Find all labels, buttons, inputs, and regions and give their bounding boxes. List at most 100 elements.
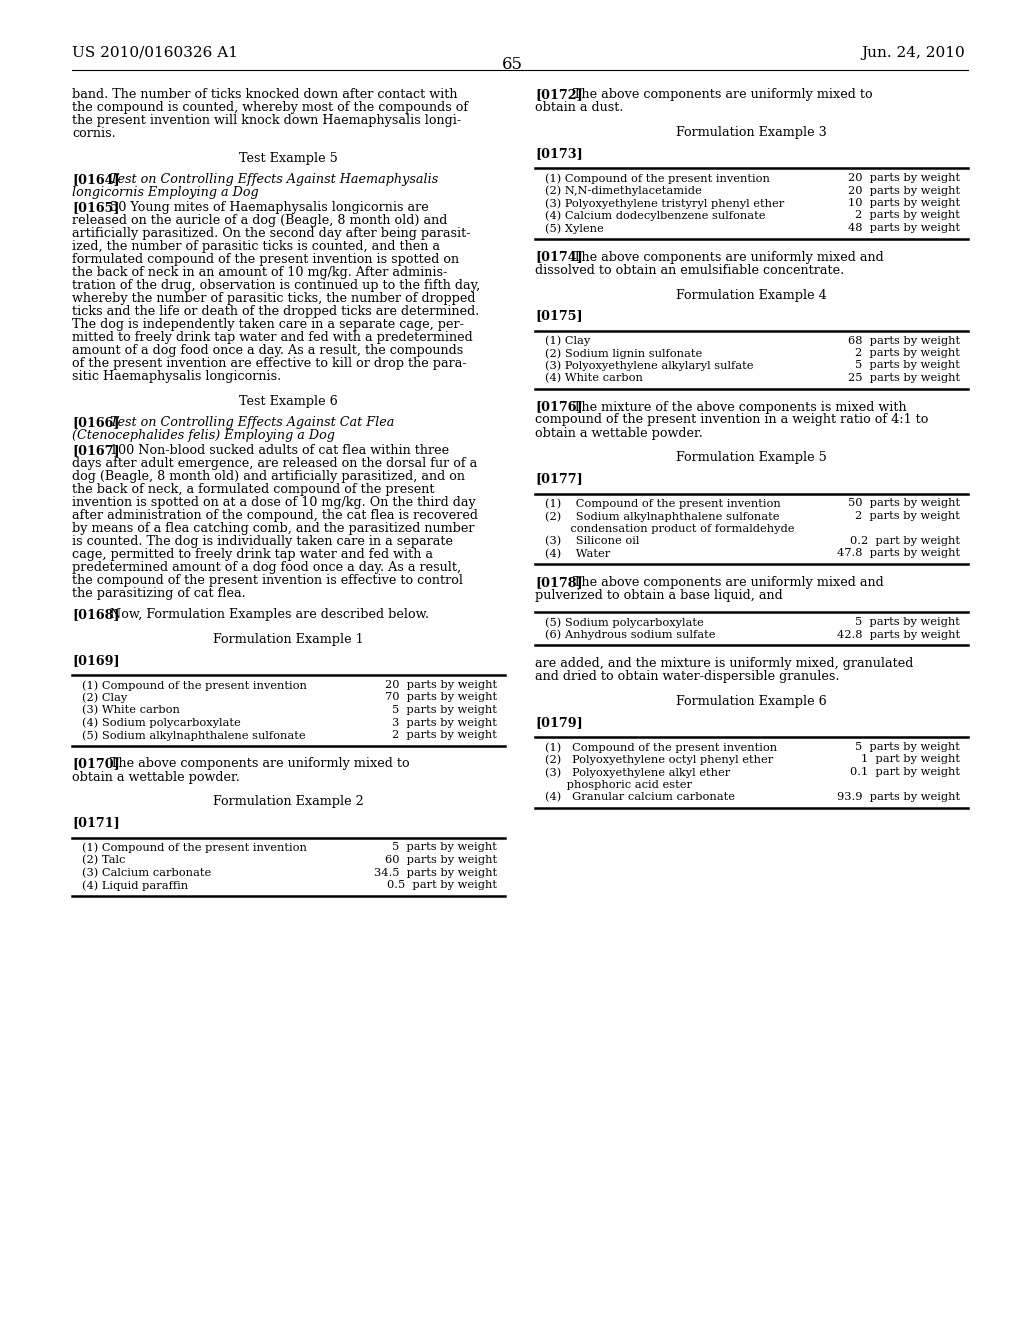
Text: 0.1  part by weight: 0.1 part by weight: [850, 767, 961, 777]
Text: (3) White carbon: (3) White carbon: [82, 705, 180, 715]
Text: Test Example 5: Test Example 5: [239, 152, 338, 165]
Text: 50  parts by weight: 50 parts by weight: [848, 499, 961, 508]
Text: 5  parts by weight: 5 parts by weight: [855, 742, 961, 752]
Text: [0175]: [0175]: [535, 309, 583, 322]
Text: dissolved to obtain an emulsifiable concentrate.: dissolved to obtain an emulsifiable conc…: [535, 264, 844, 276]
Text: [0171]: [0171]: [72, 817, 120, 829]
Text: The above components are uniformly mixed to: The above components are uniformly mixed…: [573, 88, 872, 102]
Text: compound of the present invention in a weight ratio of 4:1 to: compound of the present invention in a w…: [535, 413, 929, 426]
Text: 65: 65: [502, 55, 522, 73]
Text: The above components are uniformly mixed and: The above components are uniformly mixed…: [573, 576, 884, 589]
Text: band. The number of ticks knocked down after contact with: band. The number of ticks knocked down a…: [72, 88, 458, 102]
Text: 25  parts by weight: 25 parts by weight: [848, 374, 961, 383]
Text: (2)   Polyoxyethylene octyl phenyl ether: (2) Polyoxyethylene octyl phenyl ether: [545, 755, 773, 766]
Text: (3) Calcium carbonate: (3) Calcium carbonate: [82, 867, 211, 878]
Text: (Ctenocephalides felis) Employing a Dog: (Ctenocephalides felis) Employing a Dog: [72, 429, 335, 442]
Text: [0170]: [0170]: [72, 758, 120, 771]
Text: US 2010/0160326 A1: US 2010/0160326 A1: [72, 46, 238, 59]
Text: Formulation Example 5: Formulation Example 5: [676, 451, 827, 465]
Text: [0176]: [0176]: [535, 400, 583, 413]
Text: (1) Compound of the present invention: (1) Compound of the present invention: [82, 842, 307, 853]
Text: predetermined amount of a dog food once a day. As a result,: predetermined amount of a dog food once …: [72, 561, 461, 574]
Text: [0172]: [0172]: [535, 88, 583, 102]
Text: [0168]: [0168]: [72, 609, 120, 620]
Text: 100 Non-blood sucked adults of cat flea within three: 100 Non-blood sucked adults of cat flea …: [110, 444, 450, 457]
Text: [0178]: [0178]: [535, 576, 583, 589]
Text: (4) Calcium dodecylbenzene sulfonate: (4) Calcium dodecylbenzene sulfonate: [545, 210, 766, 220]
Text: (2) N,N-dimethylacetamide: (2) N,N-dimethylacetamide: [545, 186, 701, 197]
Text: Test Example 6: Test Example 6: [240, 395, 338, 408]
Text: (4)    Water: (4) Water: [545, 549, 610, 558]
Text: the present invention will knock down Haemaphysalis longi-: the present invention will knock down Ha…: [72, 114, 461, 127]
Text: 48  parts by weight: 48 parts by weight: [848, 223, 961, 234]
Text: phosphoric acid ester: phosphoric acid ester: [545, 780, 692, 789]
Text: tration of the drug, observation is continued up to the fifth day,: tration of the drug, observation is cont…: [72, 279, 480, 292]
Text: (2) Talc: (2) Talc: [82, 855, 125, 866]
Text: The above components are uniformly mixed to: The above components are uniformly mixed…: [110, 758, 410, 771]
Text: 2  parts by weight: 2 parts by weight: [855, 210, 961, 220]
Text: the parasitizing of cat flea.: the parasitizing of cat flea.: [72, 587, 246, 601]
Text: (2) Clay: (2) Clay: [82, 693, 127, 704]
Text: (1)    Compound of the present invention: (1) Compound of the present invention: [545, 499, 780, 510]
Text: [0173]: [0173]: [535, 147, 583, 160]
Text: (5) Sodium alkylnaphthalene sulfonate: (5) Sodium alkylnaphthalene sulfonate: [82, 730, 305, 741]
Text: amount of a dog food once a day. As a result, the compounds: amount of a dog food once a day. As a re…: [72, 345, 463, 356]
Text: ticks and the life or death of the dropped ticks are determined.: ticks and the life or death of the dropp…: [72, 305, 479, 318]
Text: 0.2  part by weight: 0.2 part by weight: [850, 536, 961, 546]
Text: (1) Clay: (1) Clay: [545, 335, 590, 346]
Text: (5) Xylene: (5) Xylene: [545, 223, 604, 234]
Text: after administration of the compound, the cat flea is recovered: after administration of the compound, th…: [72, 510, 478, 521]
Text: Formulation Example 6: Formulation Example 6: [676, 696, 826, 708]
Text: [0179]: [0179]: [535, 715, 583, 729]
Text: by means of a flea catching comb, and the parasitized number: by means of a flea catching comb, and th…: [72, 521, 474, 535]
Text: 3  parts by weight: 3 parts by weight: [392, 718, 497, 727]
Text: [0174]: [0174]: [535, 251, 583, 264]
Text: (6) Anhydrous sodium sulfate: (6) Anhydrous sodium sulfate: [545, 630, 716, 640]
Text: mitted to freely drink tap water and fed with a predetermined: mitted to freely drink tap water and fed…: [72, 331, 473, 345]
Text: [0164]: [0164]: [72, 173, 120, 186]
Text: Formulation Example 1: Formulation Example 1: [213, 634, 364, 645]
Text: (1) Compound of the present invention: (1) Compound of the present invention: [545, 173, 770, 183]
Text: Test on Controlling Effects Against Cat Flea: Test on Controlling Effects Against Cat …: [110, 416, 394, 429]
Text: 47.8  parts by weight: 47.8 parts by weight: [837, 549, 961, 558]
Text: days after adult emergence, are released on the dorsal fur of a: days after adult emergence, are released…: [72, 457, 477, 470]
Text: obtain a wettable powder.: obtain a wettable powder.: [535, 426, 702, 440]
Text: 20  parts by weight: 20 parts by weight: [848, 173, 961, 183]
Text: cage, permitted to freely drink tap water and fed with a: cage, permitted to freely drink tap wate…: [72, 548, 433, 561]
Text: ized, the number of parasitic ticks is counted, and then a: ized, the number of parasitic ticks is c…: [72, 240, 440, 253]
Text: (5) Sodium polycarboxylate: (5) Sodium polycarboxylate: [545, 616, 703, 627]
Text: (4)   Granular calcium carbonate: (4) Granular calcium carbonate: [545, 792, 735, 803]
Text: Formulation Example 2: Formulation Example 2: [213, 796, 364, 808]
Text: (3)   Polyoxyethylene alkyl ether: (3) Polyoxyethylene alkyl ether: [545, 767, 730, 777]
Text: the back of neck, a formulated compound of the present: the back of neck, a formulated compound …: [72, 483, 434, 496]
Text: (3) Polyoxyethylene alkylaryl sulfate: (3) Polyoxyethylene alkylaryl sulfate: [545, 360, 754, 371]
Text: Jun. 24, 2010: Jun. 24, 2010: [861, 46, 965, 59]
Text: 1  part by weight: 1 part by weight: [861, 755, 961, 764]
Text: whereby the number of parasitic ticks, the number of dropped: whereby the number of parasitic ticks, t…: [72, 292, 475, 305]
Text: 5  parts by weight: 5 parts by weight: [855, 360, 961, 371]
Text: the compound is counted, whereby most of the compounds of: the compound is counted, whereby most of…: [72, 102, 468, 114]
Text: 70  parts by weight: 70 parts by weight: [385, 693, 497, 702]
Text: (3)    Silicone oil: (3) Silicone oil: [545, 536, 639, 546]
Text: Test on Controlling Effects Against Haemaphysalis: Test on Controlling Effects Against Haem…: [110, 173, 438, 186]
Text: 42.8  parts by weight: 42.8 parts by weight: [837, 630, 961, 639]
Text: are added, and the mixture is uniformly mixed, granulated: are added, and the mixture is uniformly …: [535, 657, 913, 671]
Text: of the present invention are effective to kill or drop the para-: of the present invention are effective t…: [72, 356, 467, 370]
Text: (1)   Compound of the present invention: (1) Compound of the present invention: [545, 742, 777, 752]
Text: 68  parts by weight: 68 parts by weight: [848, 335, 961, 346]
Text: [0167]: [0167]: [72, 444, 120, 457]
Text: 10  parts by weight: 10 parts by weight: [848, 198, 961, 209]
Text: (4) White carbon: (4) White carbon: [545, 374, 643, 383]
Text: (2)    Sodium alkylnaphthalene sulfonate: (2) Sodium alkylnaphthalene sulfonate: [545, 511, 779, 521]
Text: (1) Compound of the present invention: (1) Compound of the present invention: [82, 680, 307, 690]
Text: Formulation Example 3: Formulation Example 3: [676, 125, 826, 139]
Text: artificially parasitized. On the second day after being parasit-: artificially parasitized. On the second …: [72, 227, 470, 240]
Text: 20  parts by weight: 20 parts by weight: [848, 186, 961, 195]
Text: 0.5  part by weight: 0.5 part by weight: [387, 880, 497, 890]
Text: 20  parts by weight: 20 parts by weight: [385, 680, 497, 690]
Text: 50 Young mites of Haemaphysalis longicornis are: 50 Young mites of Haemaphysalis longicor…: [110, 201, 429, 214]
Text: The mixture of the above components is mixed with: The mixture of the above components is m…: [573, 400, 906, 413]
Text: 93.9  parts by weight: 93.9 parts by weight: [837, 792, 961, 803]
Text: obtain a wettable powder.: obtain a wettable powder.: [72, 771, 240, 784]
Text: released on the auricle of a dog (Beagle, 8 month old) and: released on the auricle of a dog (Beagle…: [72, 214, 447, 227]
